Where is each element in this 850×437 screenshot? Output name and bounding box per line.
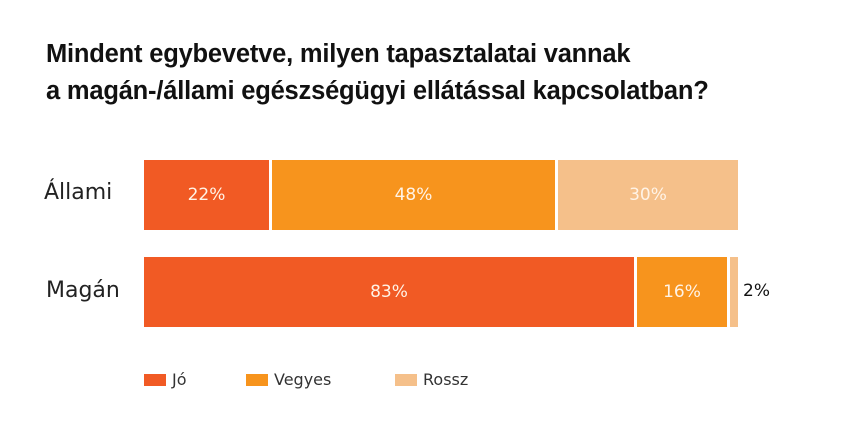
legend-label: Jó bbox=[172, 370, 187, 389]
title-line-2: a magán-/állami egészségügyi ellátással … bbox=[46, 77, 709, 105]
segment-rossz bbox=[730, 257, 738, 327]
bar-allami: 22% 48% 30% bbox=[144, 160, 738, 230]
legend-label: Vegyes bbox=[274, 370, 332, 389]
segment-vegyes: 16% bbox=[637, 257, 727, 327]
segment-vegyes: 48% bbox=[272, 160, 555, 230]
row-label-allami: Állami bbox=[44, 180, 113, 205]
legend-swatch-icon bbox=[144, 373, 166, 386]
legend-item-rossz: Rossz bbox=[395, 370, 468, 389]
chart-title: Mindent egybevetve, milyen tapasztalatai… bbox=[46, 36, 846, 110]
bar-magan: 83% 16% bbox=[144, 257, 738, 327]
legend-label: Rossz bbox=[423, 370, 469, 389]
title-line-1: Mindent egybevetve, milyen tapasztalatai… bbox=[46, 40, 631, 68]
segment-jo: 83% bbox=[144, 257, 634, 327]
legend-swatch-icon bbox=[395, 373, 417, 386]
legend-swatch-icon bbox=[246, 373, 268, 386]
legend-item-jo: Jó bbox=[144, 370, 187, 389]
legend-item-vegyes: Vegyes bbox=[246, 370, 331, 389]
data-label-magan-rossz: 2% bbox=[743, 281, 770, 301]
segment-jo: 22% bbox=[144, 160, 269, 230]
row-label-magan: Magán bbox=[46, 278, 120, 303]
segment-rossz: 30% bbox=[558, 160, 738, 230]
